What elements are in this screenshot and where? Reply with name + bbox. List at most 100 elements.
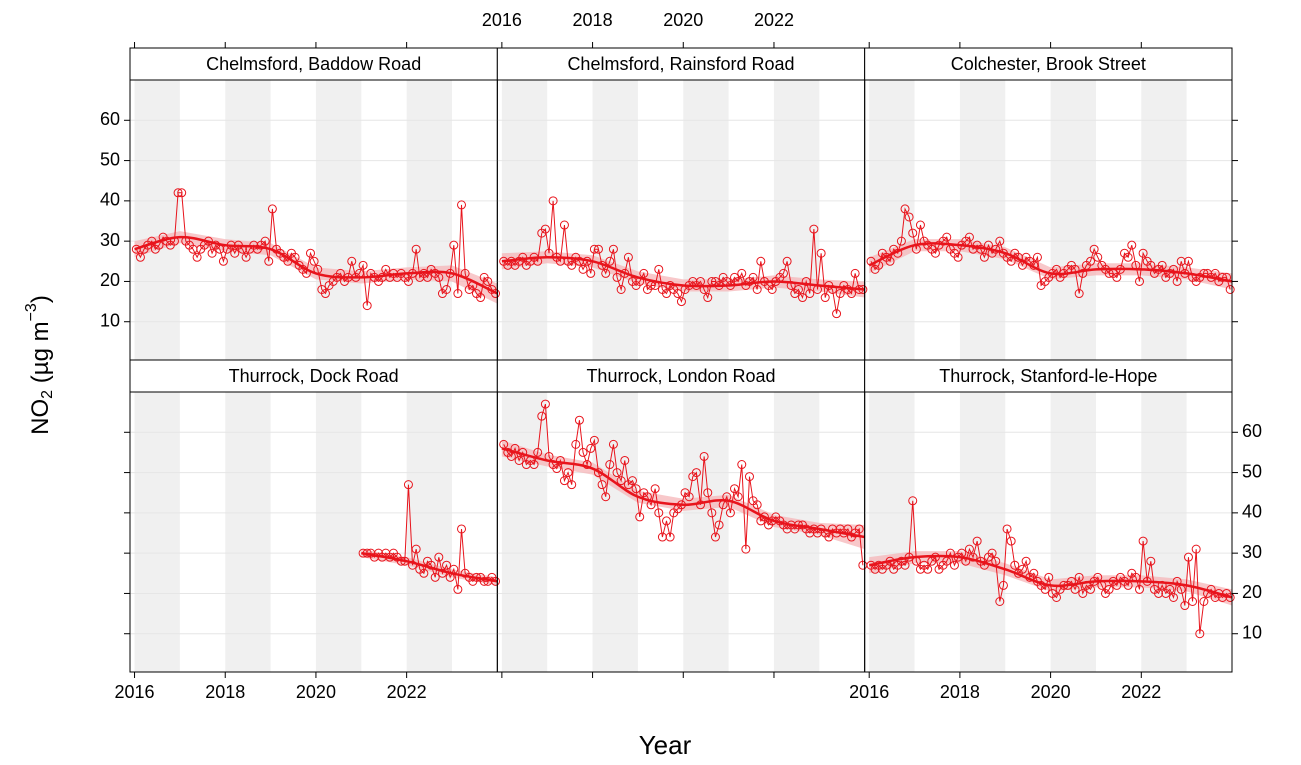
- data-point: [612, 468, 622, 478]
- data-point: [514, 455, 524, 465]
- data-point: [676, 297, 686, 307]
- data-point: [923, 564, 933, 574]
- data-point: [942, 232, 952, 242]
- data-point: [1131, 572, 1141, 582]
- data-point: [173, 188, 183, 198]
- data-point: [972, 536, 982, 546]
- data-point: [635, 276, 645, 286]
- data-point: [991, 244, 1001, 254]
- data-point: [699, 451, 709, 461]
- data-point: [703, 488, 713, 498]
- data-point: [1127, 240, 1137, 250]
- data-point: [567, 260, 577, 270]
- data-point: [305, 248, 315, 258]
- data-point: [714, 520, 724, 530]
- data-point: [707, 508, 717, 518]
- data-point: [1070, 584, 1080, 594]
- year-shading: [592, 392, 638, 672]
- y-tick-label: 60: [1242, 421, 1262, 441]
- data-point: [601, 268, 611, 278]
- data-point: [623, 252, 633, 262]
- x-tick-label: 2018: [205, 682, 245, 702]
- data-point: [574, 415, 584, 425]
- strip: [864, 359, 1233, 393]
- y-tick-label: 50: [100, 149, 120, 169]
- data-point: [866, 256, 876, 266]
- data-point: [434, 272, 444, 282]
- data-point: [400, 556, 410, 566]
- data-point: [835, 289, 845, 299]
- data-point: [612, 272, 622, 282]
- data-point: [1142, 576, 1152, 586]
- data-point: [805, 289, 815, 299]
- year-shading: [683, 80, 729, 360]
- data-point: [1146, 260, 1156, 270]
- strip: [496, 359, 866, 393]
- data-point: [733, 492, 743, 502]
- data-point: [900, 204, 910, 214]
- year-shading: [959, 80, 1006, 360]
- x-tick-label: 2018: [573, 10, 613, 30]
- y-tick-label: 50: [1242, 461, 1262, 481]
- y-tick-label: 20: [1242, 582, 1262, 602]
- confidence-band: [134, 231, 498, 304]
- x-tick-label: 2022: [387, 682, 427, 702]
- data-point: [1176, 256, 1186, 266]
- data-point: [1059, 580, 1069, 590]
- data-point: [646, 500, 656, 510]
- data-point: [741, 544, 751, 554]
- year-shading: [1141, 392, 1187, 672]
- data-point: [752, 284, 762, 294]
- data-point: [237, 244, 247, 254]
- data-point: [408, 560, 418, 570]
- data-point: [449, 564, 459, 574]
- data-point: [605, 256, 615, 266]
- data-point: [593, 468, 603, 478]
- data-point: [555, 455, 565, 465]
- year-shading: [501, 392, 548, 672]
- x-tick-label: 2016: [115, 682, 155, 702]
- data-point: [608, 244, 618, 254]
- year-shading: [315, 392, 362, 672]
- data-point: [1168, 592, 1178, 602]
- data-point: [529, 460, 539, 470]
- data-point: [563, 468, 573, 478]
- data-point: [858, 284, 868, 294]
- year-shading: [134, 392, 180, 672]
- data-point: [1010, 560, 1020, 570]
- data-point: [396, 556, 406, 566]
- data-point: [1131, 260, 1141, 270]
- data-point: [1006, 536, 1016, 546]
- data-point: [1222, 272, 1232, 282]
- data-point: [942, 556, 952, 566]
- data-point: [1180, 601, 1190, 611]
- data-point: [1210, 268, 1220, 278]
- data-point: [426, 560, 436, 570]
- data-point: [1183, 256, 1193, 266]
- data-line: [363, 484, 496, 590]
- data-point: [403, 480, 413, 490]
- panel-title: Chelmsford, Baddow Road: [206, 54, 421, 74]
- data-point: [147, 236, 157, 246]
- data-point: [567, 480, 577, 490]
- year-shading: [773, 80, 820, 360]
- data-point: [578, 447, 588, 457]
- data-point: [964, 544, 974, 554]
- panel-title: Chelmsford, Rainsford Road: [567, 54, 794, 74]
- data-point: [479, 576, 489, 586]
- data-point: [313, 264, 323, 274]
- data-point: [230, 248, 240, 258]
- data-point: [419, 568, 429, 578]
- data-point: [778, 268, 788, 278]
- data-point: [1195, 629, 1205, 639]
- data-point: [1180, 268, 1190, 278]
- year-shading: [501, 80, 548, 360]
- data-point: [434, 552, 444, 562]
- data-point: [824, 532, 834, 542]
- data-point: [578, 264, 588, 274]
- data-point: [453, 289, 463, 299]
- data-point: [1086, 256, 1096, 266]
- data-point: [290, 252, 300, 262]
- data-point: [1154, 588, 1164, 598]
